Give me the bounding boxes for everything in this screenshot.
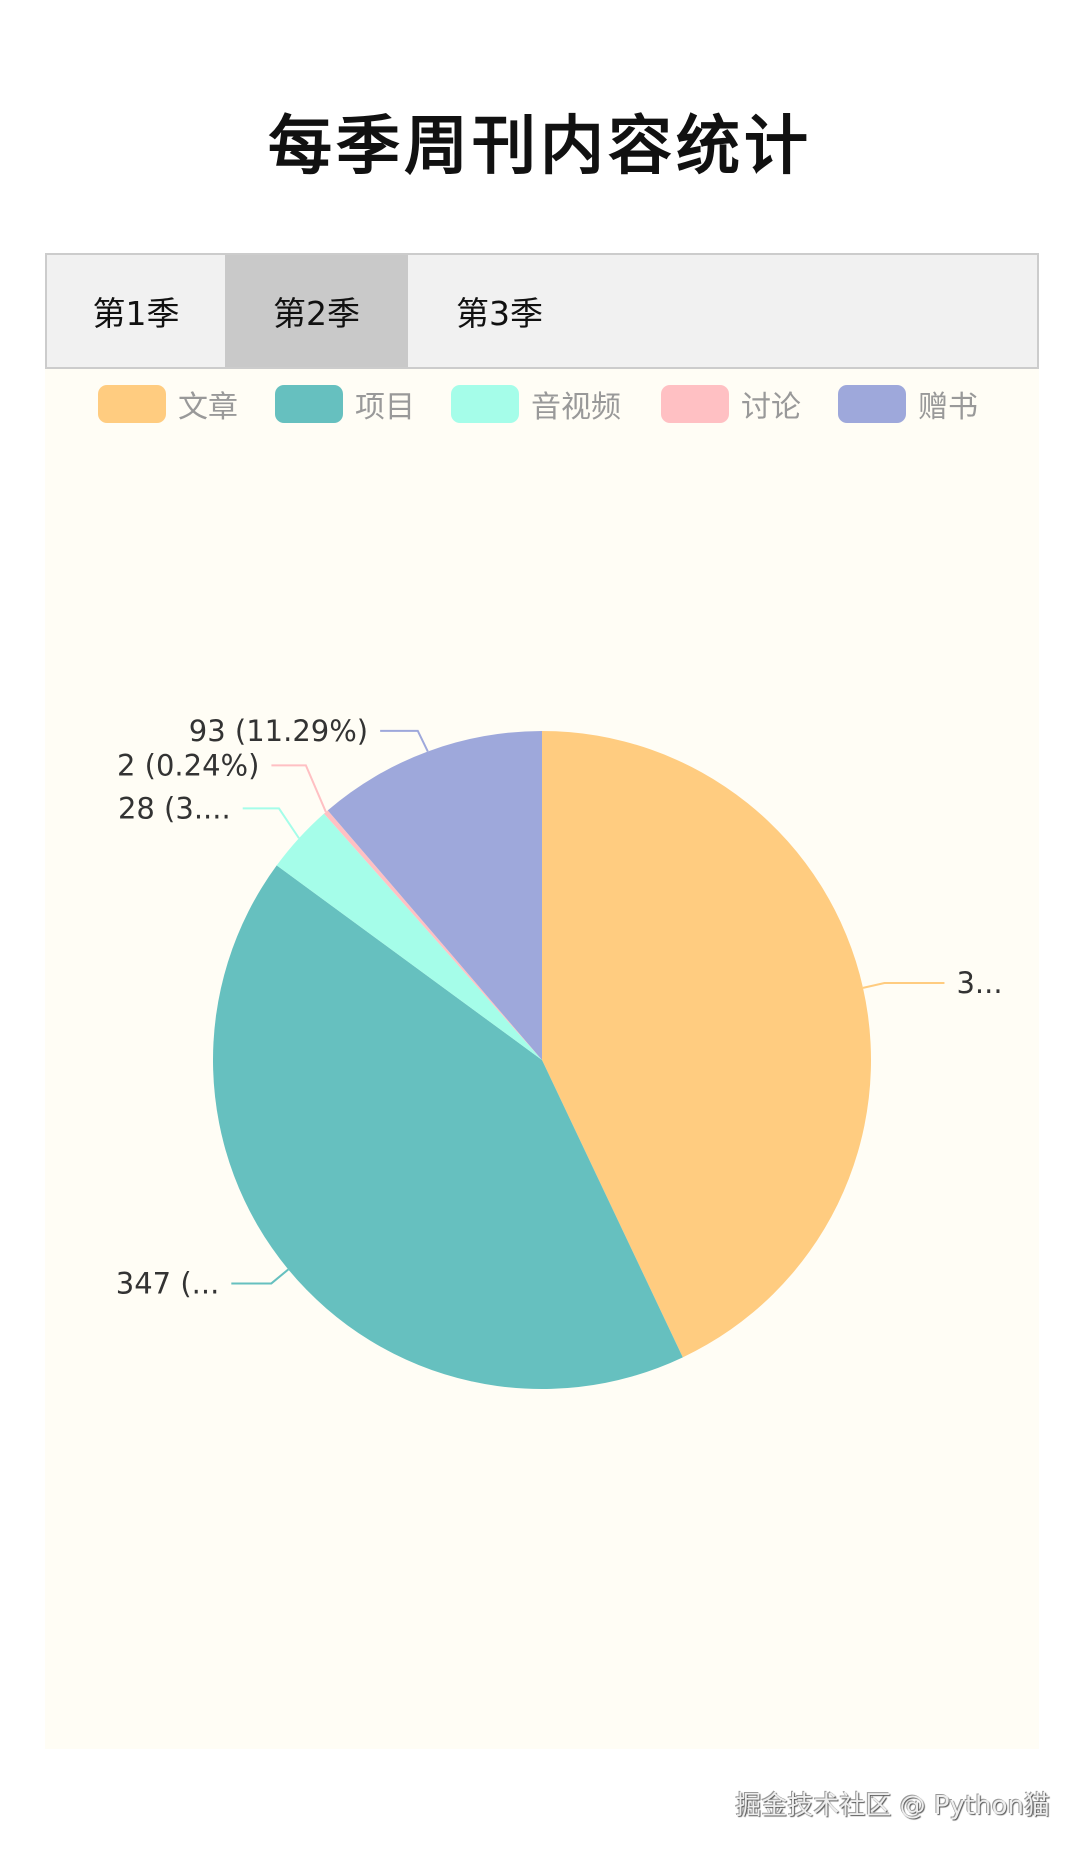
- tab-season-2[interactable]: 第2季: [225, 255, 408, 367]
- tab-season-1[interactable]: 第1季: [92, 294, 180, 333]
- label-line: [380, 729, 429, 752]
- legend-label[interactable]: 赠书: [918, 390, 978, 425]
- legend-label[interactable]: 讨论: [741, 390, 801, 425]
- watermark: 掘金技术社区 @ Python猫: [735, 1791, 1050, 1821]
- page-title: 每季周刊内容统计: [268, 110, 812, 184]
- legend-label[interactable]: 文章: [178, 390, 238, 425]
- label-line: [271, 764, 327, 813]
- legend-label[interactable]: 项目: [355, 390, 415, 425]
- pie-slice-2[interactable]: [276, 813, 542, 1060]
- legend-swatch[interactable]: [838, 385, 906, 423]
- season-tabs: 第1季 第2季 第3季: [45, 253, 1039, 369]
- label-line: [862, 982, 945, 989]
- data-label: 93 (11.29%): [189, 714, 368, 748]
- legend-swatch[interactable]: [661, 385, 729, 423]
- pie-slice-1[interactable]: [212, 865, 683, 1390]
- legend-swatch[interactable]: [98, 385, 166, 423]
- legend-label[interactable]: 音视频: [531, 390, 621, 425]
- pie-slice-4[interactable]: [327, 731, 542, 1060]
- data-label: 3...: [956, 966, 1002, 1000]
- tab-season-3[interactable]: 第3季: [456, 294, 543, 333]
- pie-chart: 文章 项目 音视频 讨论 赠书 3... 347 (... 28 (3.... 2 (0.24%…: [45, 369, 1039, 1749]
- data-label: 2 (0.24%): [117, 748, 259, 782]
- data-label: 28 (3....: [118, 791, 231, 825]
- legend-swatch[interactable]: [451, 385, 519, 423]
- pie-chart-svg: 文章 项目 音视频 讨论 赠书 3... 347 (... 28 (3.... 2 (0.24%…: [98, 385, 1003, 1390]
- pie-slice-3[interactable]: [323, 810, 542, 1060]
- label-line: [242, 807, 300, 839]
- pie-slice-0[interactable]: [542, 731, 871, 1358]
- data-label: 347 (...: [116, 1266, 220, 1300]
- legend-swatch[interactable]: [275, 385, 343, 423]
- label-line: [231, 1268, 289, 1285]
